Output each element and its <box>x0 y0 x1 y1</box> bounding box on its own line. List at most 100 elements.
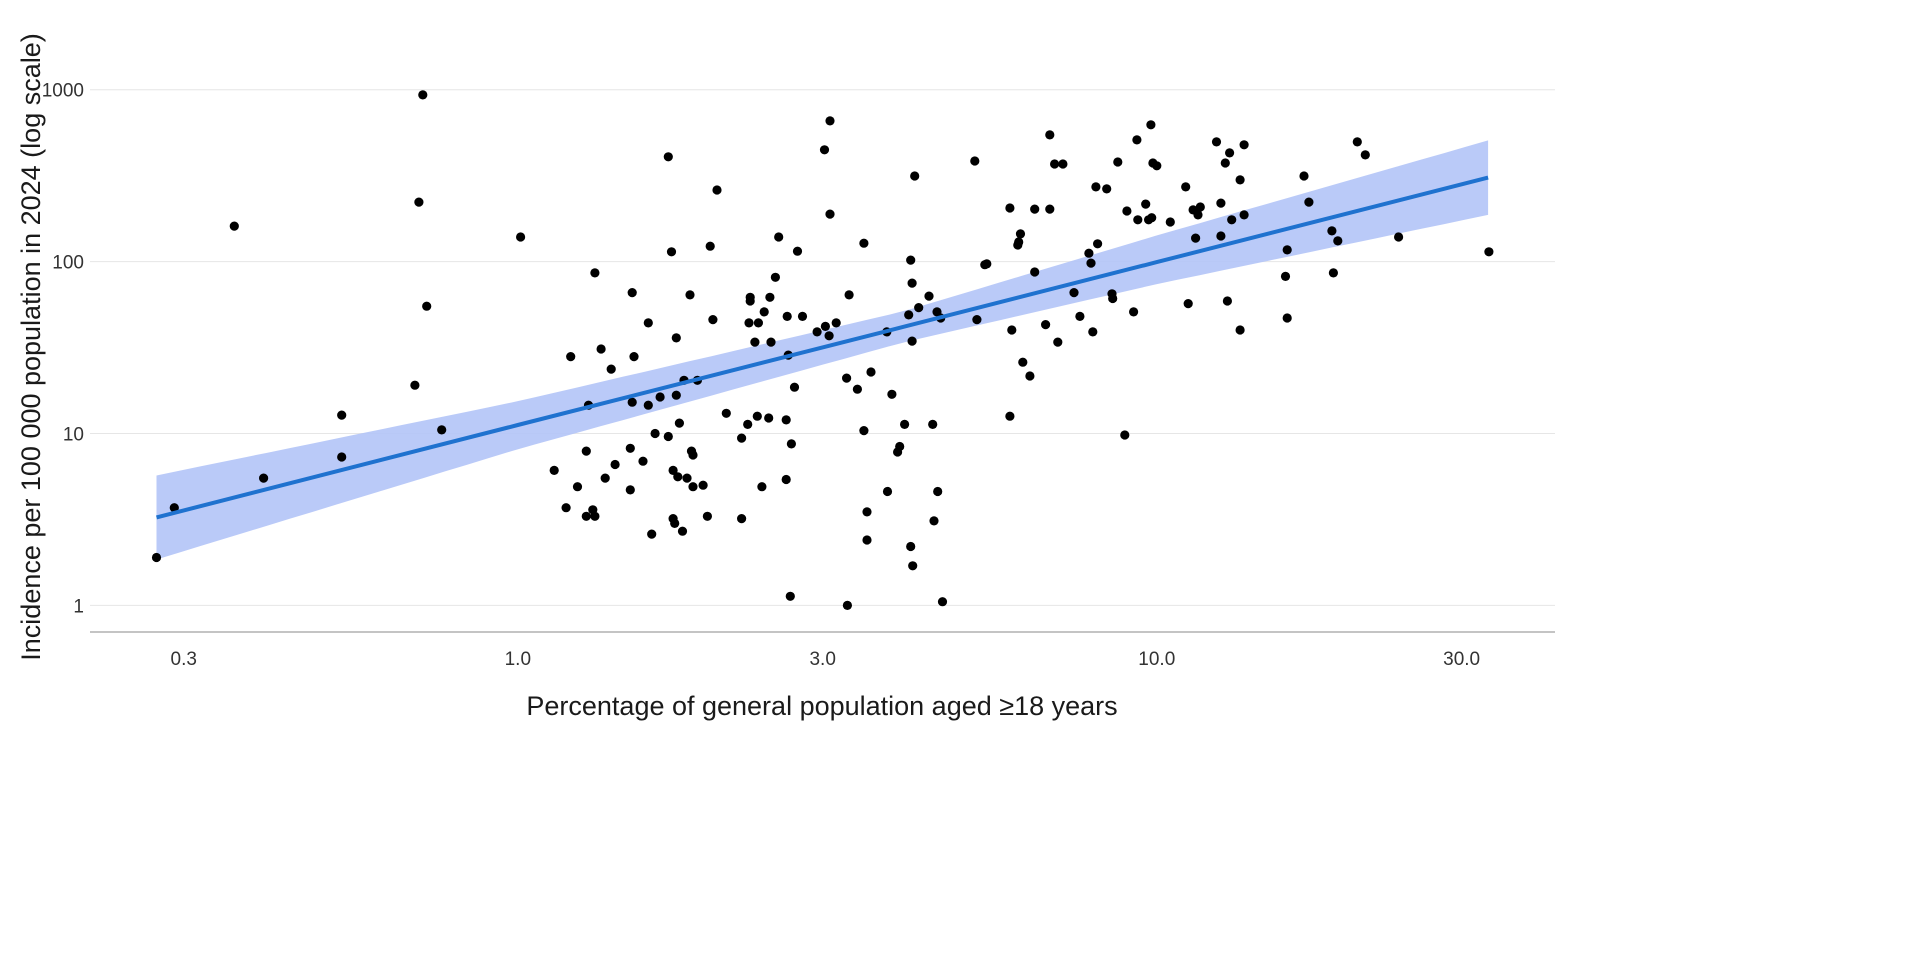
data-point <box>1030 267 1040 277</box>
data-point <box>862 507 872 517</box>
data-point <box>670 518 680 529</box>
data-point <box>820 321 831 331</box>
data-point <box>1225 148 1235 158</box>
data-point <box>1191 233 1201 243</box>
data-point <box>789 382 800 392</box>
data-point <box>638 456 648 466</box>
data-point <box>1069 288 1079 298</box>
x-tick-label: 3.0 <box>809 649 835 670</box>
data-point <box>737 514 747 524</box>
data-point <box>882 486 893 497</box>
x-axis-title: Percentage of general population aged ≥1… <box>526 691 1117 721</box>
data-point <box>766 337 776 347</box>
data-point <box>712 185 722 195</box>
data-point <box>842 600 853 611</box>
data-point <box>1146 120 1156 130</box>
data-point <box>414 197 424 207</box>
data-point <box>906 255 916 265</box>
data-point <box>1122 206 1132 216</box>
data-point <box>745 296 755 306</box>
data-point <box>970 156 980 166</box>
data-point <box>698 480 708 490</box>
data-point <box>753 318 764 328</box>
data-point <box>907 278 917 288</box>
data-point <box>900 419 910 429</box>
data-point <box>1333 236 1343 246</box>
data-point <box>812 327 822 337</box>
data-point <box>852 384 863 394</box>
data-point <box>674 418 685 428</box>
data-point <box>625 443 635 453</box>
data-point <box>606 364 616 374</box>
data-point <box>566 352 576 362</box>
data-point <box>1075 311 1085 321</box>
data-point <box>647 529 657 539</box>
data-point <box>1133 215 1143 225</box>
data-point <box>549 465 559 475</box>
data-point <box>782 311 792 321</box>
data-point <box>708 315 718 325</box>
data-point <box>831 318 841 328</box>
data-point <box>1165 217 1175 227</box>
data-point <box>1113 157 1123 167</box>
data-point <box>671 333 681 343</box>
data-point <box>825 209 835 219</box>
data-point <box>666 247 677 257</box>
data-point <box>705 241 715 251</box>
data-point <box>677 526 688 536</box>
data-point <box>786 439 797 449</box>
data-point <box>1084 248 1094 258</box>
grid-lines <box>90 89 1555 606</box>
data-point <box>1088 327 1098 337</box>
data-point <box>759 307 769 317</box>
data-point <box>673 472 683 482</box>
data-point <box>1086 258 1096 268</box>
data-point <box>229 221 239 231</box>
data-point <box>1282 245 1292 255</box>
data-point <box>1235 325 1245 335</box>
data-point <box>596 344 606 354</box>
data-point <box>1141 199 1151 209</box>
data-point <box>910 171 920 181</box>
x-tick-label: 10.0 <box>1138 649 1175 670</box>
data-point <box>1030 204 1040 214</box>
data-point <box>887 389 897 399</box>
data-point <box>663 431 673 442</box>
y-tick-label: 10 <box>63 424 84 445</box>
data-point <box>643 400 653 410</box>
data-point <box>1304 197 1314 207</box>
data-point <box>572 482 583 492</box>
confidence-band <box>156 140 1489 560</box>
data-point <box>924 291 934 301</box>
data-point <box>151 552 162 563</box>
data-point <box>1183 299 1193 309</box>
data-point <box>819 145 830 155</box>
data-point <box>643 318 653 328</box>
data-point <box>1058 159 1068 169</box>
data-point <box>1129 307 1139 317</box>
data-point <box>785 591 795 601</box>
data-point <box>610 459 620 470</box>
data-point <box>702 511 713 521</box>
data-point <box>1091 182 1101 192</box>
data-point <box>1394 232 1404 242</box>
data-point <box>590 268 600 278</box>
data-point <box>1152 161 1162 171</box>
data-point <box>682 473 692 483</box>
data-point <box>1108 293 1118 304</box>
data-point <box>516 232 526 242</box>
data-point <box>1045 130 1055 140</box>
data-point <box>774 232 784 242</box>
y-axis-title: Incidence per 100 000 population in 2024… <box>16 33 46 660</box>
data-point <box>629 352 639 362</box>
data-point <box>418 90 428 100</box>
data-point <box>1280 271 1291 281</box>
data-point <box>906 541 916 552</box>
data-point <box>259 473 269 483</box>
data-point <box>688 450 698 460</box>
data-point <box>844 290 854 300</box>
data-point <box>685 290 695 300</box>
data-point <box>1193 210 1203 220</box>
data-point <box>688 482 698 492</box>
